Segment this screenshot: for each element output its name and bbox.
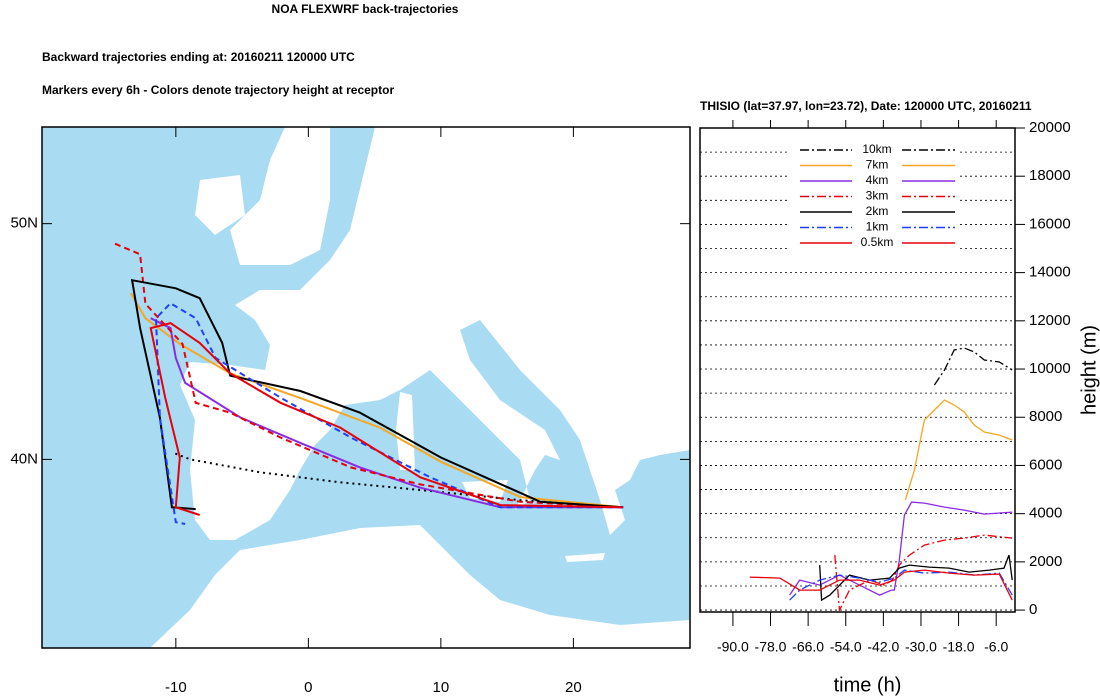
trajectory-layer xyxy=(111,241,624,525)
x-tick-label: -66.0 xyxy=(792,639,824,655)
legend-label: 7km xyxy=(866,158,889,172)
y-tick-label: 20000 xyxy=(1029,119,1071,136)
legend-label: 10km xyxy=(862,142,891,156)
x-tick-label: 10 xyxy=(433,679,450,696)
y-axis-label: height (m) xyxy=(1078,325,1100,415)
legend-bg xyxy=(790,220,960,235)
x-tick-label: 0 xyxy=(304,679,312,696)
trajectory xyxy=(130,278,623,511)
land-crete xyxy=(565,553,605,562)
land-europe xyxy=(180,127,690,540)
x-tick-label: -18.0 xyxy=(943,639,975,655)
plot-frame xyxy=(699,127,1016,613)
legend-bg xyxy=(790,158,960,173)
trajectory xyxy=(154,302,623,525)
legend-bg xyxy=(790,205,960,219)
legend-bg xyxy=(790,189,960,204)
height-line xyxy=(789,569,1013,601)
land-britain xyxy=(230,127,330,265)
y-tick-label: 8000 xyxy=(1029,408,1062,425)
height-line xyxy=(933,347,1013,386)
height-line xyxy=(904,399,1013,501)
y-tick-label: 50N xyxy=(10,215,38,232)
y-tick-label: 0 xyxy=(1029,601,1037,618)
trajectory xyxy=(150,317,623,509)
y-tick-label: 14000 xyxy=(1029,264,1071,281)
y-tick-label: 12000 xyxy=(1029,312,1071,329)
trajectory xyxy=(111,241,623,509)
legend-label: 0.5km xyxy=(861,235,894,249)
height-line xyxy=(749,569,1013,601)
x-tick-label: -30.0 xyxy=(905,639,937,655)
y-tick-label: 10000 xyxy=(1029,360,1071,377)
legend-bg xyxy=(790,174,960,188)
trajectory xyxy=(171,451,624,509)
y-tick-label: 2000 xyxy=(1029,553,1062,570)
x-tick-label: -42.0 xyxy=(867,639,899,655)
note: Markers every 6h - Colors denote traject… xyxy=(42,83,394,97)
x-tick-label: 20 xyxy=(565,679,582,696)
chart-title: THISIO (lat=37.97, lon=23.72), Date: 120… xyxy=(700,99,1032,113)
legend-label: 1km xyxy=(866,220,889,234)
y-tick-label: 16000 xyxy=(1029,215,1071,232)
legend-label: 3km xyxy=(866,189,889,203)
trajectory xyxy=(149,322,623,516)
height-line xyxy=(789,501,1013,596)
x-axis-label: time (h) xyxy=(834,674,902,696)
x-tick-label: -90.0 xyxy=(717,639,749,655)
y-tick-label: 18000 xyxy=(1029,167,1071,184)
land-africa xyxy=(150,525,690,648)
land-ireland xyxy=(195,175,245,235)
y-tick-label: 40N xyxy=(10,450,38,467)
map-frame xyxy=(41,126,691,649)
x-tick-label: -78.0 xyxy=(755,639,787,655)
height-line xyxy=(819,554,1013,602)
legend-bg xyxy=(790,236,960,250)
height-line xyxy=(834,534,1013,613)
y-tick-label: 4000 xyxy=(1029,505,1062,522)
legend-label: 2km xyxy=(866,204,889,218)
x-tick-label: -6.0 xyxy=(984,639,1008,655)
x-tick-label: -54.0 xyxy=(830,639,862,655)
legend-bg xyxy=(790,143,960,157)
y-tick-label: 6000 xyxy=(1029,456,1062,473)
land-corsica-sardinia xyxy=(396,392,415,470)
map-background xyxy=(42,127,690,648)
subtitle: Backward trajectories ending at: 2016021… xyxy=(42,50,355,64)
page-title: NOA FLEXWRF back-trajectories xyxy=(272,2,459,16)
legend-label: 4km xyxy=(866,173,889,187)
x-tick-label: -10 xyxy=(165,679,187,696)
